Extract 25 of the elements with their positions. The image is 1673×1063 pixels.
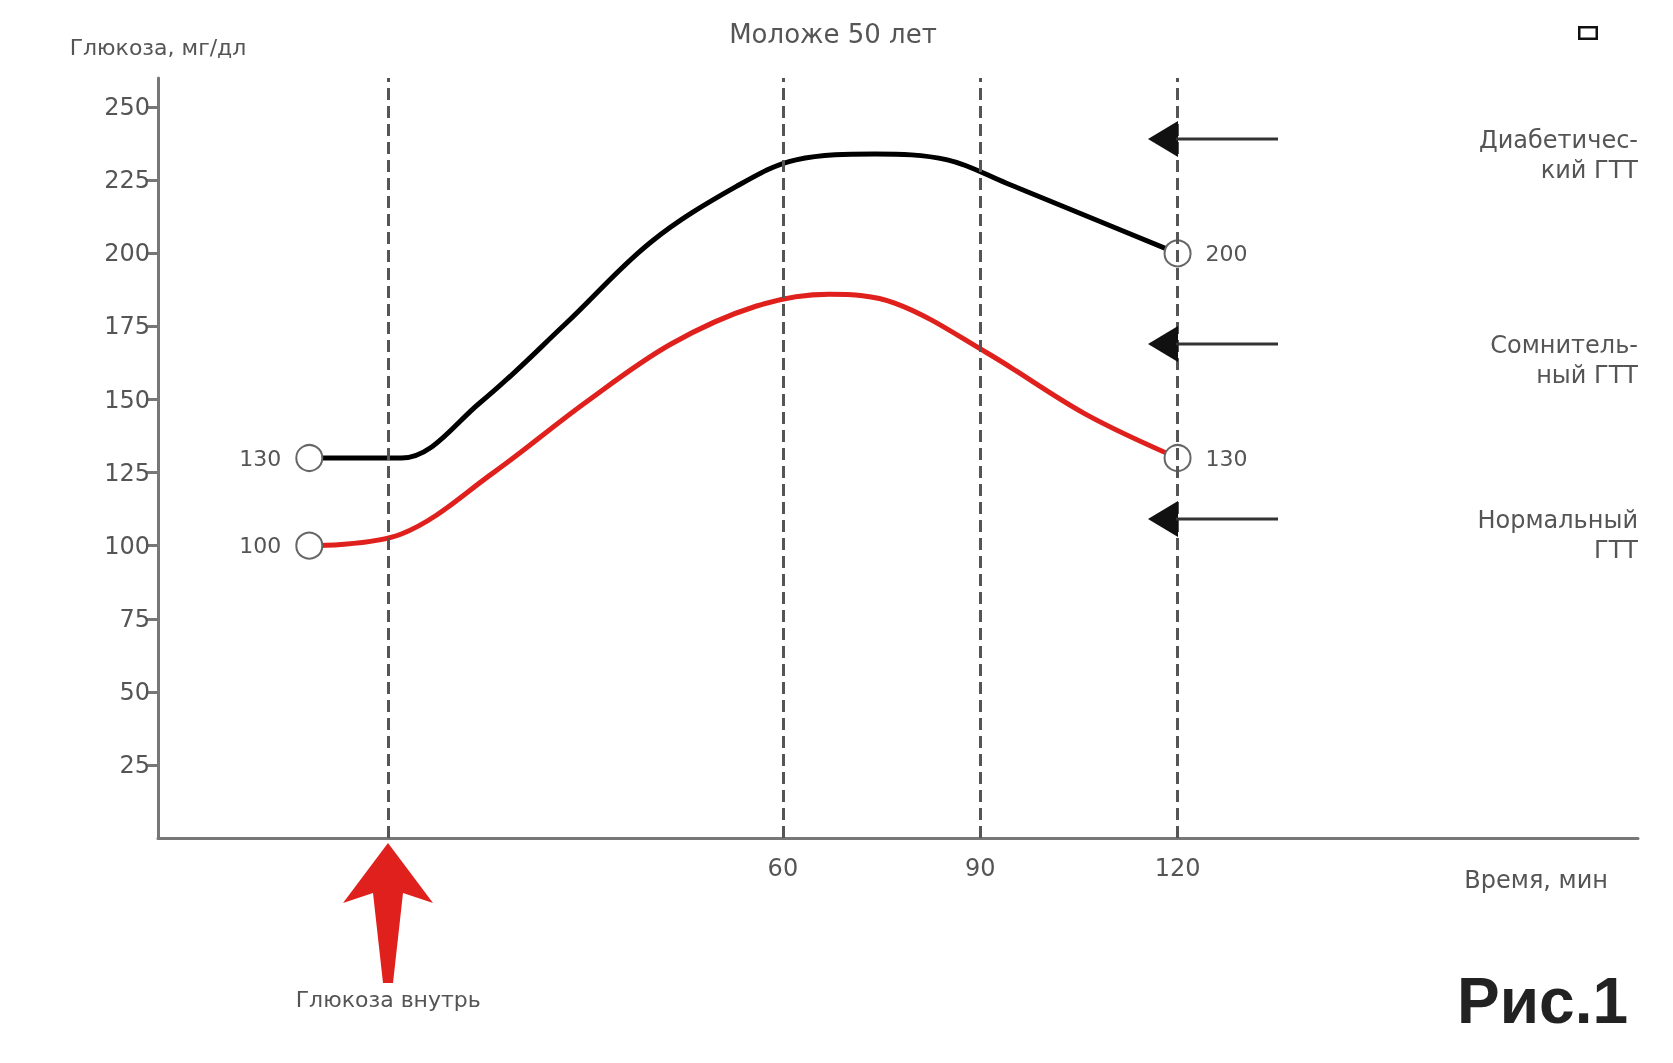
data-label: 130 xyxy=(239,445,282,471)
y-tick-label: 225 xyxy=(104,166,150,195)
y-tick-label: 175 xyxy=(104,312,150,341)
x-tick-label: 120 xyxy=(1154,854,1201,882)
chart-title: Моложе 50 лет xyxy=(729,19,937,49)
y-tick-label: 150 xyxy=(104,385,150,414)
y-tick-label: 250 xyxy=(104,93,150,122)
data-label: 130 xyxy=(1205,445,1248,471)
annotation: Сомнитель- ный ГТТ xyxy=(1490,331,1639,389)
data-label: 200 xyxy=(1205,240,1248,266)
y-tick-label: 75 xyxy=(119,604,150,633)
data-label: 100 xyxy=(239,533,282,559)
annotation: Диабетичес- кий ГТТ xyxy=(1479,125,1639,184)
y-tick-label: 25 xyxy=(119,750,150,779)
y-tick-label: 50 xyxy=(119,677,150,706)
x-axis-title: Время, мин xyxy=(1464,866,1608,894)
y-tick-label: 100 xyxy=(104,531,150,560)
y-tick-label: 200 xyxy=(104,239,150,268)
x-tick-label: 60 xyxy=(767,854,799,882)
x-tick-label: 90 xyxy=(964,854,996,882)
annotation: Нормальный ГТТ xyxy=(1477,505,1639,564)
text: Рис.1 xyxy=(1457,965,1628,1037)
y-tick-label: 125 xyxy=(104,458,150,487)
ref-line-label: Глюкоза внутрь xyxy=(295,986,481,1012)
y-axis-title: Глюкоза, мг/дл xyxy=(69,34,247,60)
